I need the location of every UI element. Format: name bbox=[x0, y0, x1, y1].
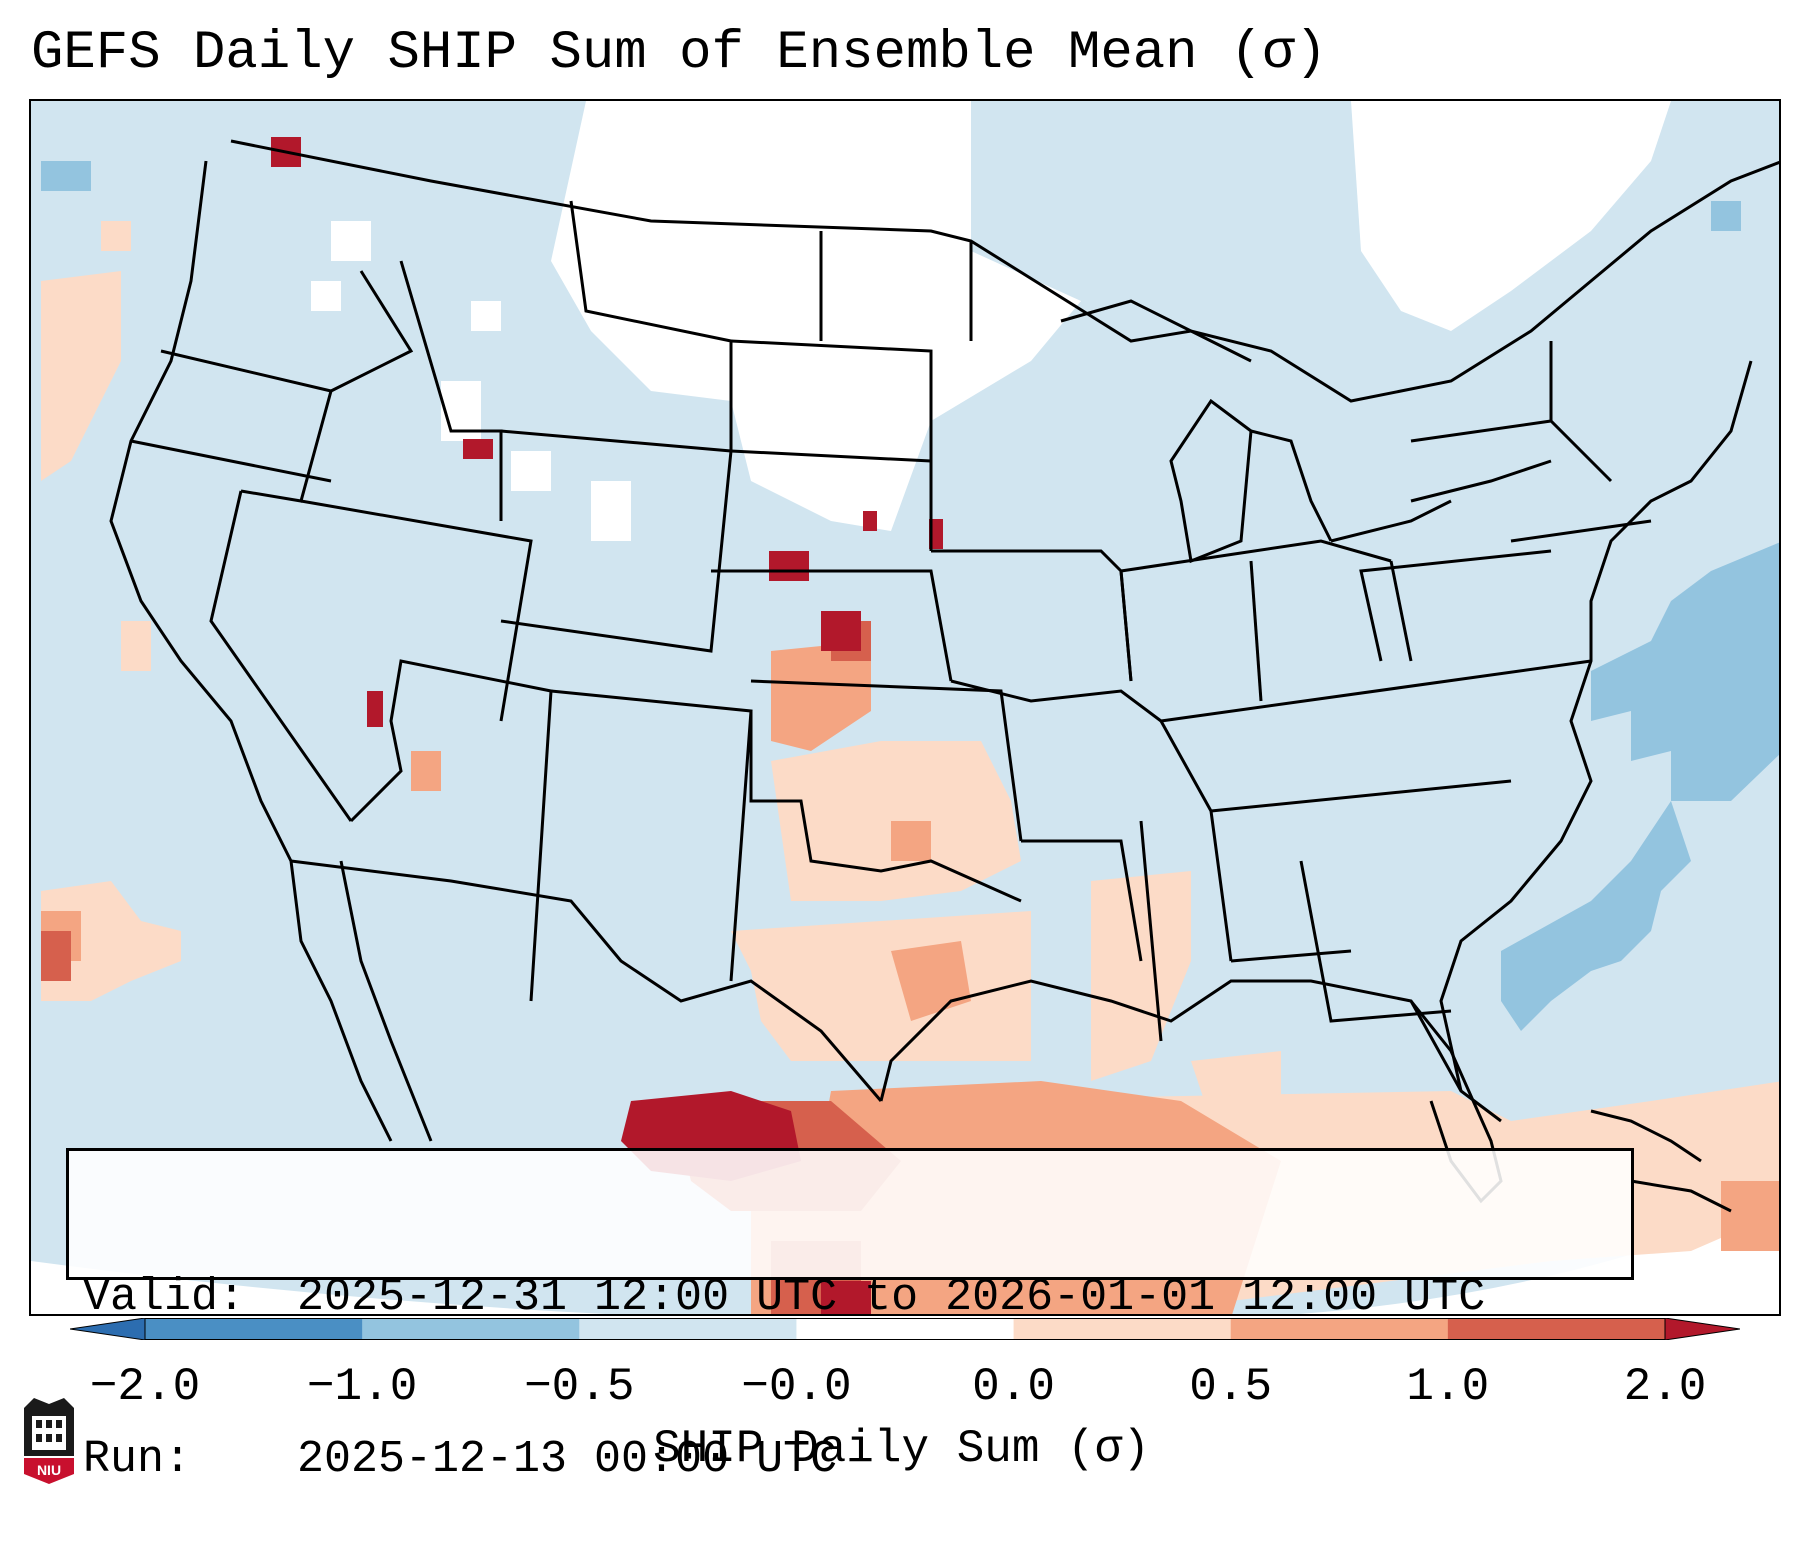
colorbar-tick-label: −2.0 bbox=[89, 1361, 201, 1413]
valid-value: 2025-12-31 12:00 UTC to 2026-01-01 12:00… bbox=[297, 1272, 1486, 1323]
colorbar-segment bbox=[1230, 1318, 1449, 1340]
niu-logo: NIU bbox=[24, 1398, 74, 1484]
run-value: 2025-12-13 00:00 UTC bbox=[297, 1434, 838, 1485]
run-label: Run: bbox=[83, 1434, 192, 1485]
domain-edge bbox=[31, 1202, 1779, 1314]
colorbar-tick-label: 1.0 bbox=[1406, 1361, 1490, 1413]
valid-time-box: Valid: 2025-12-31 12:00 UTC to 2026-01-0… bbox=[66, 1148, 1634, 1485]
map-panel bbox=[29, 99, 1781, 1316]
colorbar-extend-high bbox=[1664, 1318, 1740, 1340]
colorbar-tick-label: −0.0 bbox=[741, 1361, 852, 1413]
map-canvas bbox=[31, 101, 1779, 1314]
colorbar-tick-label: −1.0 bbox=[306, 1361, 418, 1413]
valid-label: Valid: bbox=[83, 1272, 246, 1323]
colorbar-tick-label: 2.0 bbox=[1623, 1361, 1707, 1413]
run-row: Run: 2025-12-13 00:00 UTC bbox=[83, 1433, 1617, 1487]
colorbar-tick-label: −0.5 bbox=[524, 1361, 635, 1413]
colorbar-tick-label: 0.0 bbox=[972, 1361, 1055, 1413]
colorbar-segment bbox=[579, 1318, 797, 1340]
colorbar-segment bbox=[1447, 1318, 1666, 1340]
colorbar-extend-low bbox=[70, 1318, 146, 1340]
colorbar bbox=[70, 1318, 1740, 1340]
colorbar-label: SHIP Daily Sum (σ) bbox=[653, 1423, 1150, 1475]
colorbar-tick-label: 0.5 bbox=[1189, 1361, 1273, 1413]
chart-title: GEFS Daily SHIP Sum of Ensemble Mean (σ) bbox=[31, 23, 1328, 84]
near-zero-areas bbox=[311, 101, 1671, 541]
colorbar-segment bbox=[1013, 1318, 1232, 1340]
logo-text: NIU bbox=[37, 1462, 61, 1478]
colorbar-segment bbox=[796, 1318, 1015, 1340]
colorbar-frame bbox=[144, 1318, 1666, 1340]
valid-row: Valid: 2025-12-31 12:00 UTC to 2026-01-0… bbox=[83, 1271, 1617, 1325]
negative-anomaly-areas bbox=[41, 161, 1779, 1031]
colorbar-segment bbox=[362, 1318, 580, 1340]
colorbar-segment bbox=[145, 1318, 363, 1340]
